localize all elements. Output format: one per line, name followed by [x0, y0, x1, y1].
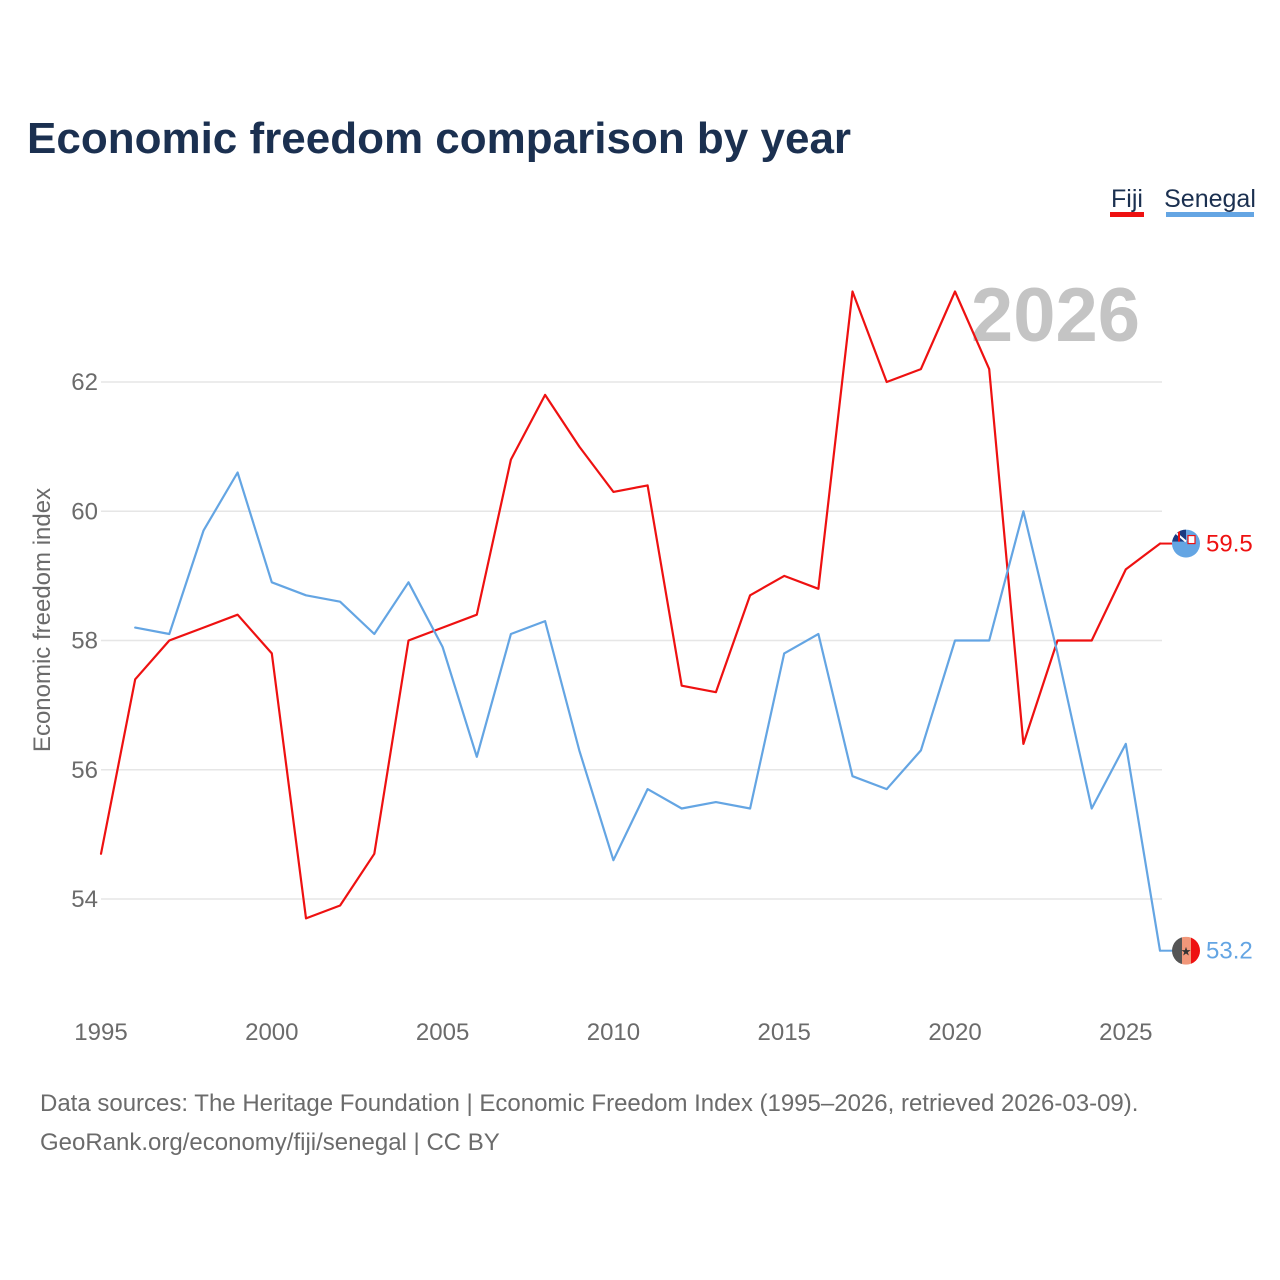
x-tick-label-2015: 2015 — [758, 1019, 811, 1046]
current-year-watermark: 2026 — [971, 273, 1140, 358]
credit-note[interactable]: GeoRank.org/economy/fiji/senegal | CC BY — [40, 1129, 500, 1156]
legend-swatch-fiji — [1110, 212, 1144, 217]
y-axis-title: Economic freedom index — [29, 488, 56, 752]
x-tick-label-2000: 2000 — [245, 1019, 298, 1046]
end-value-label-fiji: 59.5 — [1206, 531, 1253, 558]
legend-label-senegal: Senegal — [1164, 185, 1256, 213]
x-tick-label-2020: 2020 — [928, 1019, 981, 1046]
y-axis-ticks: 54 56 58 60 62 — [71, 369, 98, 913]
source-note: Data sources: The Heritage Foundation | … — [40, 1090, 1138, 1117]
x-tick-label-2005: 2005 — [416, 1019, 469, 1046]
legend-label-fiji: Fiji — [1111, 185, 1143, 213]
x-tick-label-1995: 1995 — [74, 1019, 127, 1046]
chart-title: Economic freedom comparison by year — [27, 114, 851, 163]
x-tick-label-2025: 2025 — [1099, 1019, 1152, 1046]
y-tick-label-56: 56 — [71, 757, 98, 784]
fiji-flag-icon — [1172, 529, 1200, 558]
legend-swatch-senegal — [1166, 212, 1254, 217]
end-value-label-senegal: 53.2 — [1206, 938, 1253, 965]
y-tick-label-58: 58 — [71, 628, 98, 655]
x-tick-label-2010: 2010 — [587, 1019, 640, 1046]
svg-text:★: ★ — [1181, 945, 1192, 959]
end-markers: 59.5 ★ 53.2 — [1160, 529, 1253, 965]
grid — [101, 381, 1162, 900]
y-tick-label-54: 54 — [71, 886, 98, 913]
x-axis-ticks: 1995 2000 2005 2010 2015 2020 2025 — [74, 1019, 1152, 1046]
series-lines — [99, 290, 1162, 952]
legend-item-senegal[interactable]: Senegal — [1164, 185, 1256, 217]
series-line-fiji[interactable] — [99, 290, 1162, 920]
legend-item-fiji[interactable]: Fiji — [1110, 185, 1144, 217]
y-tick-label-62: 62 — [71, 369, 98, 396]
senegal-flag-icon: ★ — [1172, 936, 1200, 965]
legend: Fiji Senegal — [1110, 185, 1256, 217]
series-line-senegal[interactable] — [134, 471, 1162, 952]
y-tick-label-60: 60 — [71, 498, 98, 525]
